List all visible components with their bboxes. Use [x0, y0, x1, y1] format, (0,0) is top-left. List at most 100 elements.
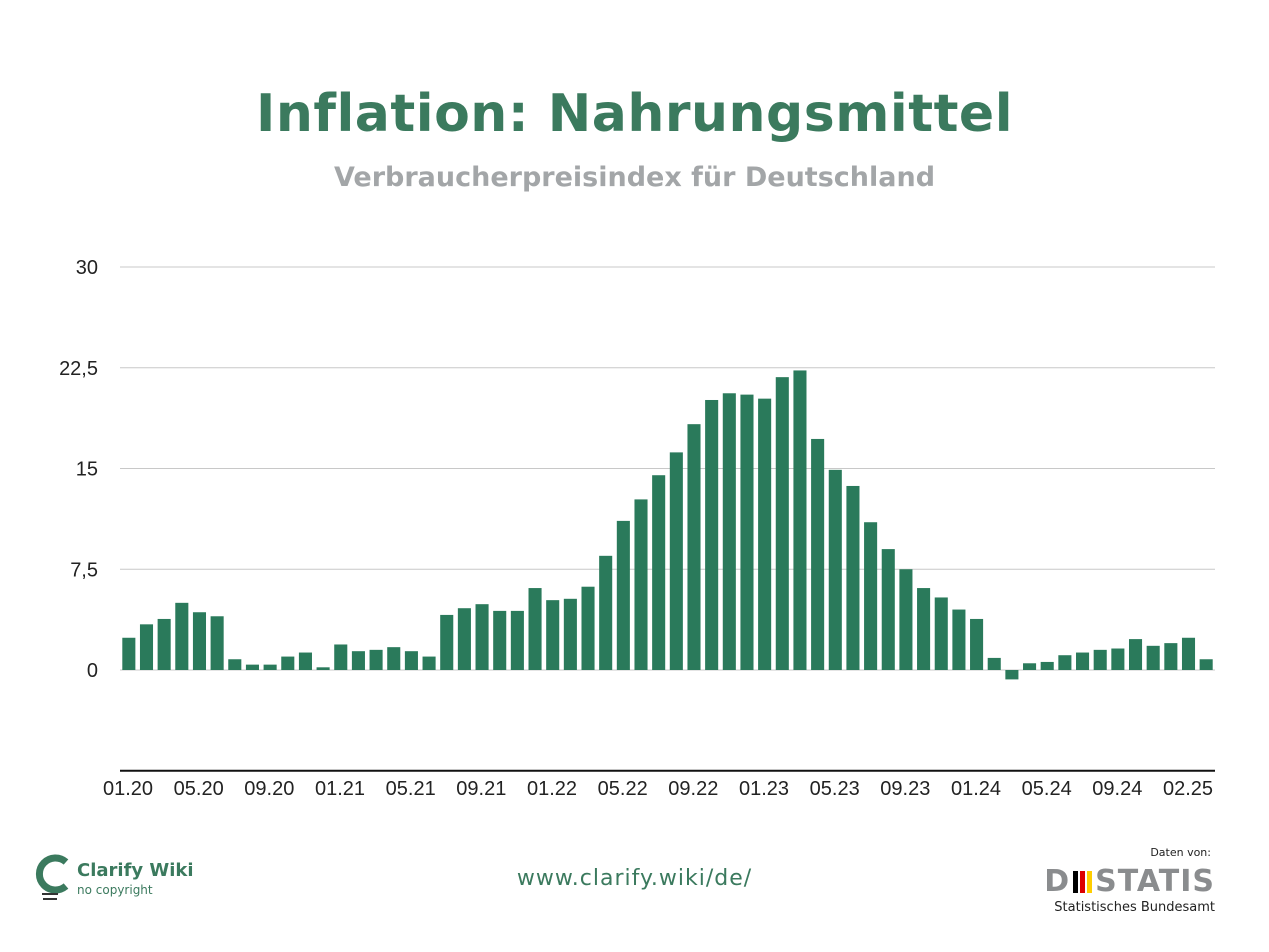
bar	[634, 499, 648, 670]
bar	[616, 520, 630, 670]
x-tick-label: 01.24	[951, 778, 1001, 800]
bar	[528, 588, 542, 670]
footer-url[interactable]: www.clarify.wiki/de/	[516, 866, 753, 891]
bar	[139, 624, 154, 670]
bar	[298, 652, 312, 670]
x-tick-label: 09.22	[668, 778, 718, 800]
brand-name: Clarify Wiki	[77, 860, 194, 881]
bar	[316, 667, 330, 670]
bar	[740, 394, 754, 670]
x-axis: 01.20 05.20 09.20 01.21 05.21 09.21 01.22 05.22…	[103, 778, 1213, 800]
destatis-text-right: STATIS	[1095, 864, 1215, 899]
bar	[175, 602, 189, 670]
y-tick-label: 0	[87, 660, 98, 682]
bar	[775, 377, 789, 670]
bar	[669, 452, 683, 670]
bar	[228, 659, 242, 670]
bar	[899, 569, 913, 670]
y-axis: 30 22,5 15 7,5 0	[59, 257, 98, 682]
bar	[192, 612, 207, 670]
bar	[1040, 661, 1054, 670]
bar	[652, 475, 666, 670]
source-label: Daten von:	[1150, 846, 1211, 859]
x-tick-label: 02.25	[1163, 778, 1213, 800]
bar-chart: 30 22,5 15 7,5 0 01.20 05.20 09.20 01.21 05.21 09…	[59, 257, 1215, 800]
bar	[122, 637, 136, 670]
x-tick-label: 01.22	[527, 778, 577, 800]
x-tick-label: 05.21	[386, 778, 436, 800]
bar	[1199, 659, 1213, 670]
bar	[1146, 645, 1160, 670]
chart-subtitle: Verbraucherpreisindex für Deutschland	[333, 162, 936, 193]
bar	[546, 600, 560, 670]
bar	[705, 399, 719, 670]
bar	[457, 608, 471, 670]
bar	[493, 610, 507, 670]
bar	[828, 469, 842, 670]
chart-title: Inflation: Nahrungsmittel	[255, 84, 1014, 144]
bar	[369, 649, 383, 670]
bar	[864, 522, 878, 670]
bars	[122, 370, 1213, 680]
bar	[793, 370, 807, 670]
bar	[475, 604, 489, 670]
bar	[334, 644, 348, 670]
bar	[758, 398, 772, 670]
bar	[281, 656, 295, 670]
y-tick-label: 7,5	[70, 559, 98, 581]
bar	[581, 586, 595, 670]
x-tick-label: 01.20	[103, 778, 153, 800]
bar	[440, 614, 454, 670]
brand-sub: no copyright	[77, 883, 153, 897]
bar	[351, 651, 365, 670]
y-tick-label: 15	[76, 459, 98, 481]
x-tick-label: 05.24	[1022, 778, 1072, 800]
bar	[404, 651, 418, 670]
destatis-text-left: D	[1044, 864, 1071, 899]
bar	[1111, 648, 1125, 670]
bar	[422, 656, 436, 670]
bar	[599, 555, 613, 670]
x-tick-label: 05.20	[174, 778, 224, 800]
german-flag-icon	[1073, 870, 1093, 893]
x-tick-label: 09.24	[1092, 778, 1142, 800]
gridlines	[120, 266, 1215, 671]
bar	[846, 485, 860, 670]
bar	[687, 424, 701, 670]
x-tick-label: 09.20	[244, 778, 294, 800]
bar	[387, 647, 401, 670]
bar	[157, 618, 171, 670]
y-tick-label: 22,5	[59, 358, 98, 380]
bar	[917, 588, 931, 670]
x-tick-label: 05.22	[598, 778, 648, 800]
bar	[952, 609, 966, 670]
bar	[970, 618, 984, 670]
bar	[1023, 663, 1037, 670]
y-tick-label: 30	[76, 257, 98, 279]
bar	[1058, 655, 1072, 670]
bar	[811, 438, 825, 670]
destatis-logo: D STATIS	[1044, 864, 1215, 899]
bar	[1076, 652, 1090, 670]
bar	[563, 598, 577, 670]
bar	[934, 597, 948, 670]
x-tick-label: 05.23	[810, 778, 860, 800]
source-sub: Statistisches Bundesamt	[1054, 900, 1215, 915]
bar	[1164, 643, 1178, 670]
bar	[245, 664, 259, 670]
clarify-logo-icon	[35, 854, 69, 900]
bar	[1181, 637, 1196, 670]
bar	[1128, 639, 1143, 670]
bar	[722, 393, 736, 670]
x-tick-label: 09.21	[456, 778, 506, 800]
x-tick-label: 01.23	[739, 778, 789, 800]
bar	[510, 610, 524, 670]
bar	[263, 664, 277, 670]
bar	[1093, 649, 1107, 670]
bar	[1005, 670, 1019, 680]
bar	[210, 616, 224, 670]
x-tick-label: 09.23	[880, 778, 930, 800]
bar	[881, 549, 895, 670]
x-tick-label: 01.21	[315, 778, 365, 800]
bar	[987, 657, 1001, 670]
